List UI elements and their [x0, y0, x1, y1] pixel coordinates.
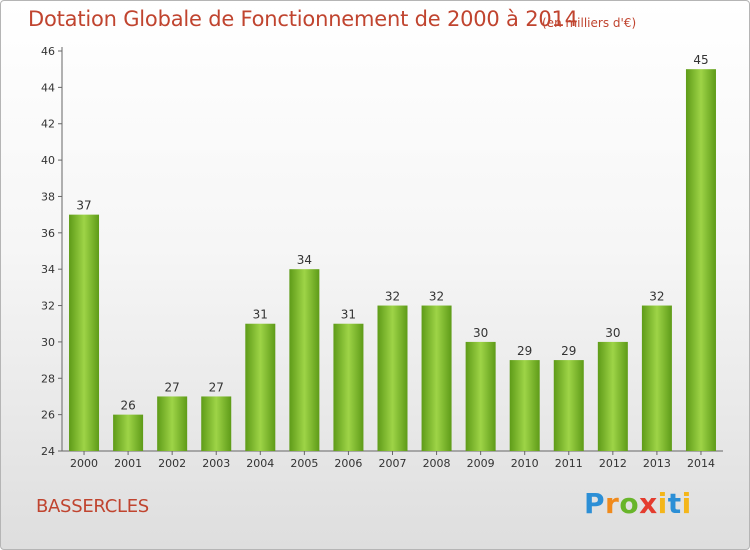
bar-value-label: 31 — [253, 308, 268, 322]
bar-value-label: 31 — [341, 308, 356, 322]
bar-value-label: 32 — [429, 290, 444, 304]
x-tick-label: 2001 — [114, 457, 142, 470]
bars — [69, 69, 716, 451]
bar — [685, 69, 716, 451]
proxiti-logo[interactable]: Proxiti — [584, 487, 692, 520]
x-tick-label: 2011 — [555, 457, 583, 470]
x-tick-label: 2014 — [687, 457, 715, 470]
bar — [597, 341, 628, 451]
x-tick-label: 2009 — [467, 457, 495, 470]
bar-value-label: 27 — [165, 380, 180, 394]
x-tick-label: 2005 — [290, 457, 318, 470]
x-tick-label: 2002 — [158, 457, 186, 470]
y-tick-label: 42 — [41, 118, 55, 131]
x-tick-label: 2003 — [202, 457, 230, 470]
chart-title: Dotation Globale de Fonctionnement de 20… — [28, 7, 578, 31]
bar — [509, 360, 540, 451]
bar — [465, 341, 496, 451]
bar — [201, 396, 232, 451]
commune-name: BASSERCLES — [36, 496, 149, 517]
bar — [641, 305, 672, 451]
bar-value-label: 30 — [473, 326, 488, 340]
bar — [245, 323, 276, 451]
bar — [157, 396, 188, 451]
y-tick-label: 28 — [41, 372, 55, 385]
y-tick-label: 46 — [41, 45, 55, 58]
bar-value-label: 45 — [693, 53, 708, 67]
y-tick-label: 40 — [41, 154, 55, 167]
bar-value-label: 29 — [561, 344, 576, 358]
y-tick-label: 24 — [41, 445, 55, 458]
y-tick-label: 34 — [41, 263, 55, 276]
x-tick-label: 2000 — [70, 457, 98, 470]
bar-value-label: 34 — [297, 253, 312, 267]
y-tick-label: 30 — [41, 336, 55, 349]
y-tick-label: 32 — [41, 300, 55, 313]
axes: 24 26 28 30 32 34 36 38 40 42 44 46 — [41, 45, 723, 458]
bar — [289, 269, 320, 451]
bar — [377, 305, 408, 451]
x-tick-label: 2007 — [379, 457, 407, 470]
bar-value-label: 29 — [517, 344, 532, 358]
x-tick-label: 2008 — [423, 457, 451, 470]
x-tick-label: 2004 — [246, 457, 274, 470]
x-tick-label: 2006 — [334, 457, 362, 470]
y-tick-label: 26 — [41, 409, 55, 422]
y-tick-label: 44 — [41, 81, 55, 94]
bar-value-label: 27 — [209, 380, 224, 394]
y-tick-label: 38 — [41, 190, 55, 203]
x-tick-label: 2010 — [511, 457, 539, 470]
bar-value-label: 26 — [120, 399, 135, 413]
bar — [113, 414, 144, 451]
bar-value-label: 37 — [76, 199, 91, 213]
bar — [553, 360, 584, 451]
chart-subtitle: (en milliers d'€) — [542, 16, 637, 30]
bar-value-label: 32 — [385, 290, 400, 304]
x-tick-label: 2013 — [643, 457, 671, 470]
bar — [333, 323, 364, 451]
labels: 37 2000 26 2001 27 2002 27 2003 31 2004 34 2005 31 20… — [70, 53, 715, 470]
bar-value-label: 30 — [605, 326, 620, 340]
y-tick-label: 36 — [41, 227, 55, 240]
x-tick-label: 2012 — [599, 457, 627, 470]
bar — [69, 214, 100, 451]
bar — [421, 305, 452, 451]
bar-value-label: 32 — [649, 290, 664, 304]
